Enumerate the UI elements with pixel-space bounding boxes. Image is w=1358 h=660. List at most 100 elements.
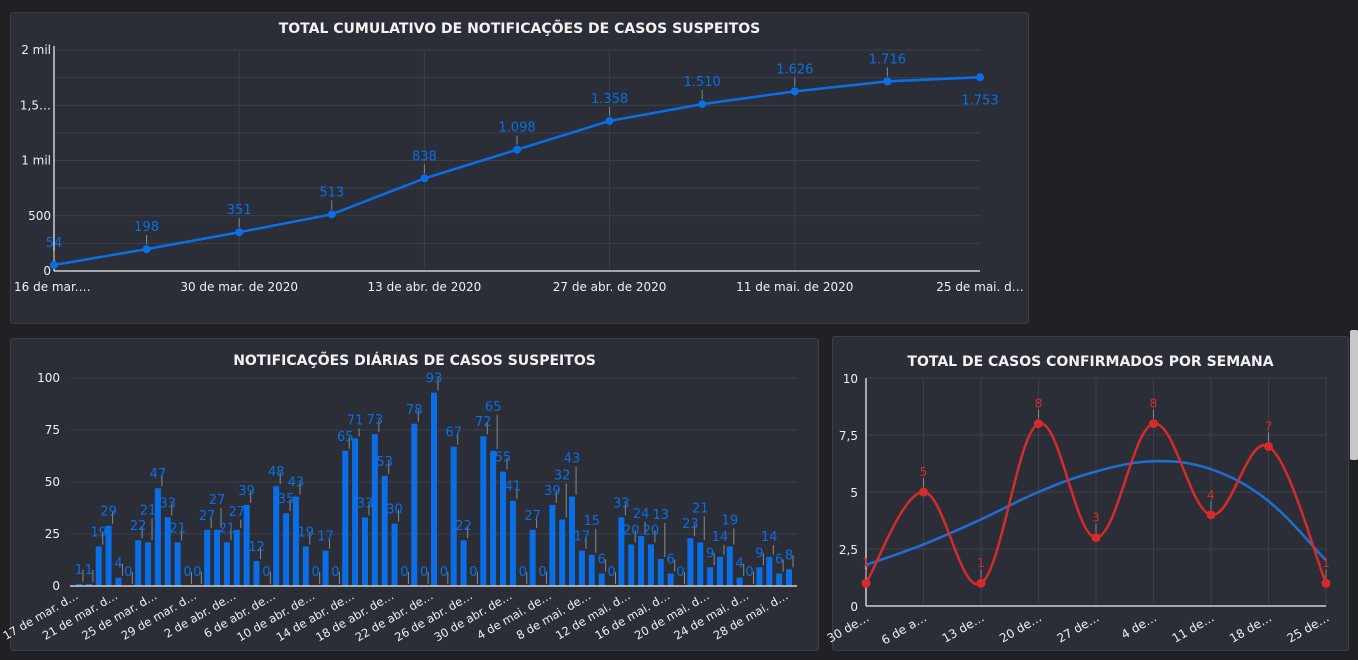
y-tick-label: 10 (843, 372, 858, 386)
bar-value-label: 21 (692, 501, 709, 516)
data-point (1321, 578, 1331, 588)
bar-value-label: 73 (367, 413, 384, 428)
daily-bar (569, 496, 576, 586)
bar-value-label: 17 (317, 530, 334, 545)
daily-bar (509, 500, 516, 586)
daily-bar (598, 573, 605, 586)
daily-chart-panel: NOTIFICAÇÕES DIÁRIAS DE CASOS SUSPEITOS (10, 338, 819, 651)
daily-bar (76, 583, 82, 586)
bar-value-label: 33 (357, 496, 374, 511)
x-tick-label: 13 de… (940, 610, 987, 645)
bar-value-label: 9 (755, 546, 763, 561)
x-tick-label: 30 de… (825, 610, 872, 645)
bar-value-label: 43 (288, 476, 305, 491)
daily-bar (657, 558, 664, 586)
bar-value-label: 65 (337, 430, 354, 445)
page-scrollbar[interactable] (1350, 330, 1358, 460)
x-tick-label: 20 de… (997, 610, 1044, 645)
daily-bar (164, 517, 171, 586)
data-point (976, 578, 986, 588)
bar-value-label: 21 (219, 521, 236, 536)
bar-value-label: 53 (376, 455, 393, 470)
y-tick-label: 0 (850, 600, 858, 614)
x-tick-label: 18 de… (1227, 610, 1274, 645)
bar-value-label: 72 (475, 415, 492, 430)
data-point (919, 487, 928, 497)
daily-bar (480, 436, 487, 586)
x-tick-label: 27 de… (1055, 610, 1102, 645)
x-tick-label: 11 de… (1170, 610, 1217, 645)
data-label: 5 (920, 465, 928, 479)
daily-bar (342, 450, 349, 586)
bar-value-label: 93 (426, 372, 443, 387)
data-point (235, 228, 244, 237)
daily-chart-title: NOTIFICAÇÕES DIÁRIAS DE CASOS SUSPEITOS (233, 353, 596, 369)
bar-value-label: 0 (193, 565, 201, 580)
data-point (142, 245, 151, 254)
bar-value-label: 0 (124, 565, 132, 580)
bar-value-label: 13 (653, 508, 670, 523)
bar-value-label: 24 (633, 507, 650, 522)
bar-value-label: 9 (706, 546, 714, 561)
daily-bar (322, 550, 329, 586)
bar-value-label: 55 (495, 451, 512, 466)
bar-value-label: 30 (386, 503, 403, 518)
bar-value-label: 6 (667, 553, 675, 568)
daily-bar (85, 583, 92, 586)
bar-value-label: 78 (406, 403, 423, 418)
data-point (883, 77, 892, 86)
data-point (1264, 441, 1273, 451)
x-tick-label: 27 de abr. de 2020 (553, 280, 667, 294)
x-tick-label: 11 de mai. de 2020 (736, 280, 853, 294)
bar-value-label: 14 (712, 530, 729, 545)
daily-bar (302, 546, 309, 586)
data-label: 7 (1265, 419, 1273, 433)
y-tick-label: 75 (45, 423, 60, 437)
data-label: 1.753 (961, 93, 998, 108)
daily-bar (391, 523, 398, 586)
bar-value-label: 39 (544, 484, 561, 499)
data-label: 3 (1092, 511, 1100, 525)
data-point (513, 145, 521, 154)
daily-bar (381, 475, 388, 586)
data-point (698, 100, 707, 109)
daily-bar (647, 544, 654, 586)
bar-value-label: 14 (761, 530, 778, 545)
daily-bar (638, 536, 645, 586)
bar-value-label: 0 (183, 565, 191, 580)
daily-bar (559, 519, 566, 586)
bar-value-label: 39 (238, 484, 255, 499)
data-label: 198 (134, 220, 159, 235)
daily-bar (736, 577, 743, 586)
daily-bar (726, 546, 733, 586)
daily-bar (292, 496, 299, 586)
daily-bar (766, 556, 773, 586)
daily-bar (283, 513, 290, 586)
bar-value-label: 65 (485, 400, 502, 415)
daily-bar (273, 486, 280, 586)
daily-bar (667, 573, 674, 586)
x-tick-label: 30 de mar. de 2020 (180, 280, 298, 294)
data-point (976, 73, 984, 82)
x-tick-label: 6 de a… (879, 610, 929, 647)
data-label: 1 (977, 556, 985, 570)
bar-value-label: 0 (538, 565, 546, 580)
daily-bar (431, 392, 437, 586)
daily-bar (145, 542, 152, 586)
bar-value-label: 12 (248, 540, 265, 555)
x-tick-label: 16 de mar.… (14, 280, 91, 294)
bar-value-label: 23 (682, 517, 699, 532)
data-point (790, 87, 799, 96)
bar-value-label: 22 (455, 519, 472, 534)
bar-value-label: 6 (597, 553, 605, 568)
bar-value-label: 48 (268, 465, 285, 480)
daily-bar (529, 529, 536, 586)
daily-bar (135, 540, 142, 586)
bar-value-label: 43 (564, 452, 581, 467)
bar-value-label: 41 (505, 480, 522, 495)
y-tick-label: 0 (52, 579, 60, 593)
daily-bar (411, 423, 418, 586)
data-label: 1.626 (776, 62, 813, 77)
daily-bar (115, 577, 122, 586)
